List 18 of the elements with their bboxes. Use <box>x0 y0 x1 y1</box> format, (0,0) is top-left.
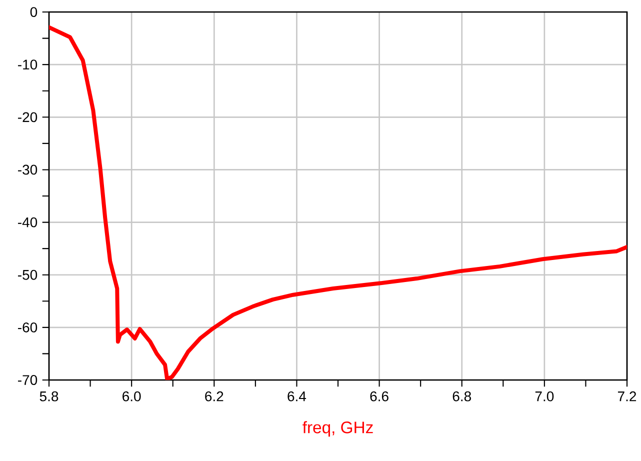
y-tick-label: -60 <box>18 322 38 332</box>
y-tick-label: -50 <box>18 270 38 280</box>
y-tick-label: -40 <box>18 217 38 228</box>
y-tick-label: -20 <box>18 112 38 122</box>
line-series <box>49 25 628 380</box>
x-tick-label: 6.4 <box>288 391 306 402</box>
y-tick-label: -10 <box>18 60 38 70</box>
x-tick-label: 5.8 <box>40 391 58 402</box>
x-axis-title: freq, GHz <box>302 421 373 437</box>
x-tick-label: 6.2 <box>205 391 224 402</box>
x-tick-label: 6.8 <box>452 391 471 402</box>
y-tick-label: -70 <box>18 375 38 385</box>
x-tick-label: 7.2 <box>618 391 636 402</box>
x-tick-label: 6.6 <box>370 391 388 402</box>
y-tick-label: -30 <box>18 164 38 175</box>
x-tick-label: 7.0 <box>535 391 554 402</box>
x-tick-label: 6.0 <box>122 391 141 402</box>
y-tick-label: 0 <box>30 7 38 17</box>
